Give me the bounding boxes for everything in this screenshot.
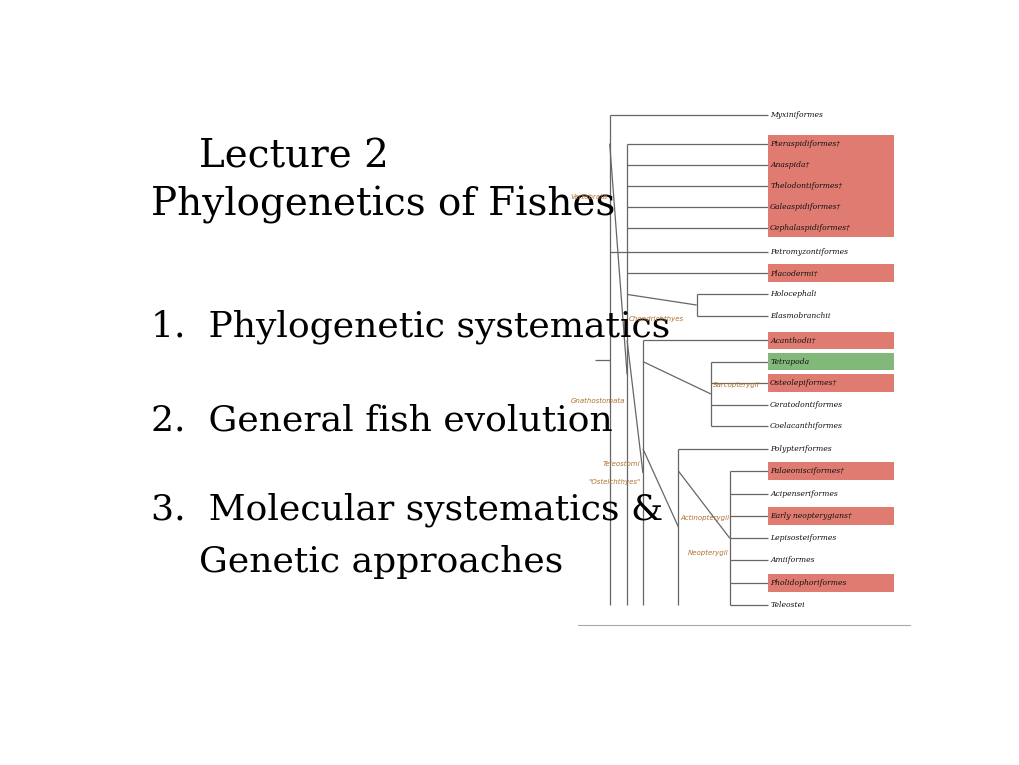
Text: Genetic approaches: Genetic approaches — [199, 545, 562, 579]
Text: Cephalaspidiformes†: Cephalaspidiformes† — [769, 224, 850, 233]
Text: Elasmobranchii: Elasmobranchii — [769, 311, 829, 320]
Text: Early neopterygians†: Early neopterygians† — [769, 512, 851, 520]
Bar — [767, 374, 894, 392]
Text: Actinopterygii: Actinopterygii — [680, 515, 729, 521]
Text: Ceratodontiformes: Ceratodontiformes — [769, 401, 843, 409]
Text: Holocephali: Holocephali — [769, 291, 816, 298]
Text: Neopterygii: Neopterygii — [687, 550, 728, 556]
Text: 1.  Phylogenetic systematics: 1. Phylogenetic systematics — [151, 310, 669, 344]
Text: Gnathostomata: Gnathostomata — [570, 398, 624, 404]
Text: Lepisosteiformes: Lepisosteiformes — [769, 534, 836, 542]
Bar — [767, 353, 894, 370]
Text: Phylogenetics of Fishes: Phylogenetics of Fishes — [151, 186, 615, 224]
Text: Osteolepiformes†: Osteolepiformes† — [769, 379, 837, 387]
Text: 2.  General fish evolution: 2. General fish evolution — [151, 404, 612, 438]
Text: Thelodontiformes†: Thelodontiformes† — [769, 182, 842, 190]
Text: Teleostei: Teleostei — [769, 601, 804, 610]
Text: Petromyzontiformes: Petromyzontiformes — [769, 248, 848, 256]
Text: Amiiformes: Amiiformes — [769, 555, 814, 564]
Bar — [767, 575, 894, 592]
Bar — [767, 135, 894, 237]
Text: Coelacanthiformes: Coelacanthiformes — [769, 422, 843, 431]
Text: Tetrapoda: Tetrapoda — [769, 357, 808, 366]
Text: Galeaspidiformes†: Galeaspidiformes† — [769, 203, 841, 211]
Text: Placodermi†: Placodermi† — [769, 269, 817, 277]
Text: Acanthodii†: Acanthodii† — [769, 337, 815, 344]
Text: Palaeonisciformes†: Palaeonisciformes† — [769, 467, 844, 475]
Text: Teleostomi: Teleostomi — [602, 461, 640, 467]
Text: Anaspida†: Anaspida† — [769, 161, 809, 169]
Text: Pholidophoriformes: Pholidophoriformes — [769, 579, 846, 587]
Bar — [767, 331, 894, 349]
Text: Sarcopterygii: Sarcopterygii — [712, 382, 759, 388]
Text: Vertebrata: Vertebrata — [570, 194, 606, 200]
Text: Acipenseriformes: Acipenseriformes — [769, 490, 837, 497]
Bar — [767, 507, 894, 525]
Text: Myxiniformes: Myxiniformes — [769, 112, 822, 119]
Text: "Osteichthyes": "Osteichthyes" — [588, 479, 640, 485]
Text: 3.  Molecular systematics &: 3. Molecular systematics & — [151, 493, 662, 527]
Bar — [767, 265, 894, 282]
Text: Chondrichthyes: Chondrichthyes — [628, 316, 683, 322]
Text: Polypteriformes: Polypteriformes — [769, 444, 830, 453]
Bar — [767, 462, 894, 480]
Text: Lecture 2: Lecture 2 — [199, 139, 388, 176]
Text: Pteraspidiformes†: Pteraspidiformes† — [769, 140, 840, 148]
